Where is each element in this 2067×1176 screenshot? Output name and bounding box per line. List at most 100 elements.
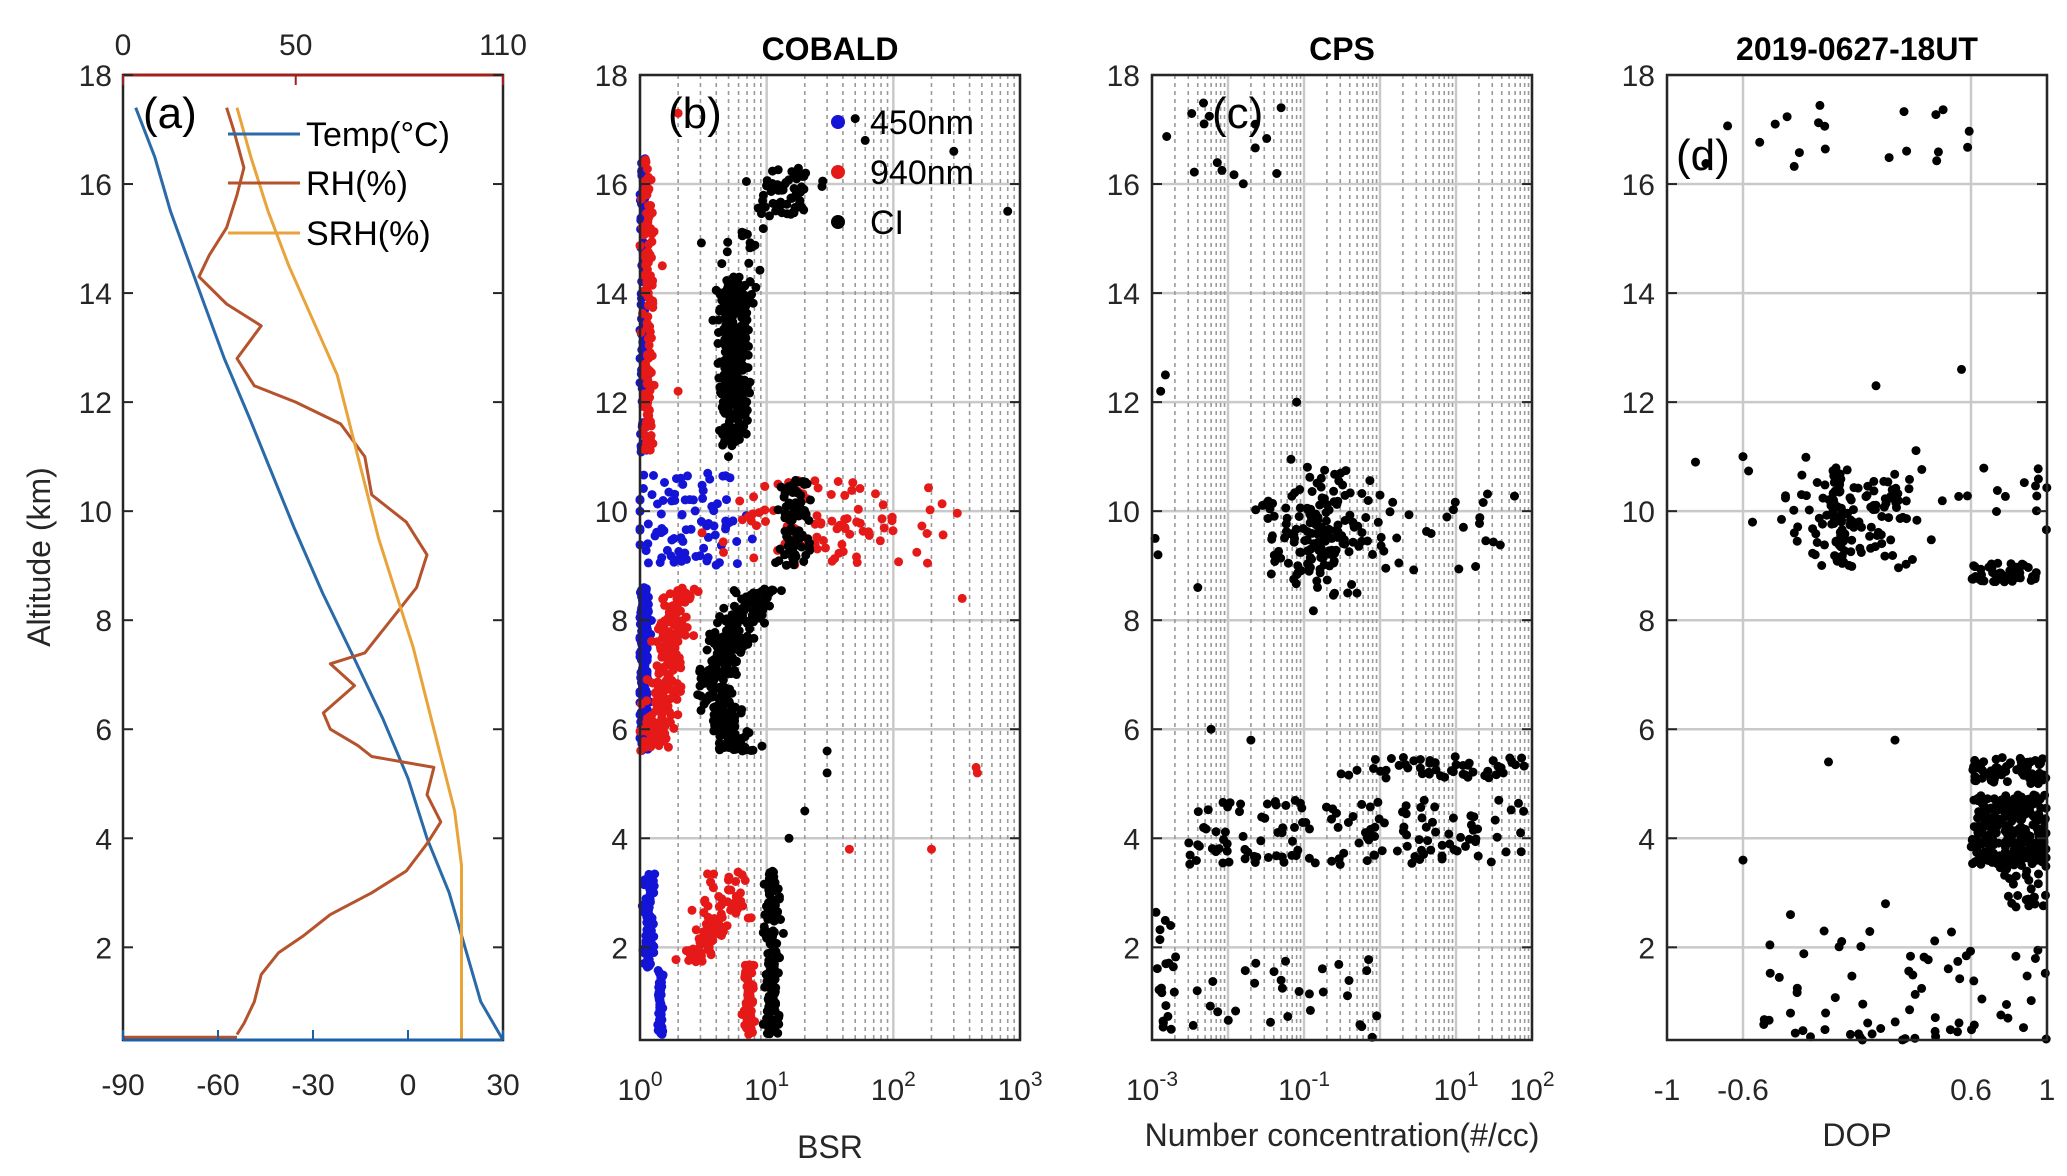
c-point — [1330, 469, 1340, 479]
d-point — [2008, 796, 2018, 806]
d-point — [2020, 832, 2030, 842]
b-point-450nm — [690, 506, 700, 516]
b-point-ci — [729, 586, 739, 595]
b-point-ci — [759, 595, 769, 605]
b-ytick-label: 16 — [595, 169, 628, 202]
d-point — [1898, 512, 1908, 522]
a-ytick-label: 2 — [95, 932, 112, 965]
b-point-ci — [724, 322, 734, 332]
d-point — [1992, 507, 2001, 516]
c-point — [1415, 755, 1425, 764]
d-point — [1789, 528, 1799, 538]
d-point — [1799, 949, 1809, 959]
b-point-940nm — [672, 607, 681, 617]
c-point — [1155, 935, 1165, 945]
b-point-ci — [783, 541, 793, 551]
c-point — [1302, 462, 1312, 472]
d-point — [2032, 491, 2042, 501]
b-point-ci — [715, 288, 725, 298]
d-point — [2033, 464, 2043, 474]
d-point — [1890, 469, 1900, 479]
b-point-450nm — [657, 553, 667, 563]
d-point — [1869, 476, 1879, 486]
c-point — [1373, 797, 1383, 807]
b-point-940nm — [663, 678, 673, 688]
d-point — [1972, 758, 1982, 768]
b-point-940nm — [687, 905, 697, 915]
d-point — [1820, 1025, 1830, 1035]
d-point — [1812, 538, 1822, 547]
b-point-450nm — [641, 589, 651, 599]
c-point — [1414, 835, 1424, 845]
b-point-ci — [767, 984, 776, 994]
d-point — [1986, 776, 1996, 785]
b-point-450nm — [643, 558, 653, 568]
b-point-ci — [784, 833, 794, 843]
b-point-940nm — [812, 511, 822, 521]
d-point — [1969, 795, 1979, 805]
b-point-940nm — [673, 710, 683, 720]
c-point — [1357, 1022, 1367, 1032]
c-point — [1192, 986, 1202, 996]
b-point-ci — [724, 452, 733, 462]
b-point-ci — [805, 538, 814, 548]
b-ytick-label: 12 — [595, 387, 628, 420]
b-xtick-label: 102 — [871, 1068, 916, 1107]
b-point-ci — [719, 380, 729, 390]
c-point — [1217, 165, 1227, 175]
b-point-450nm — [655, 1016, 664, 1026]
b-point-940nm — [668, 687, 678, 697]
d-point — [1847, 971, 1857, 981]
b-point-940nm — [924, 483, 933, 493]
b-point-ci — [765, 588, 774, 598]
c-point — [1343, 818, 1353, 827]
d-point — [1790, 1028, 1800, 1038]
d-point — [1977, 994, 1987, 1004]
d-point — [1945, 1025, 1955, 1035]
b-ytick-label: 4 — [611, 823, 628, 856]
b-point-940nm — [646, 421, 656, 431]
d-point — [1999, 577, 2009, 587]
b-point-450nm — [644, 930, 654, 940]
b-point-ci — [713, 683, 723, 693]
b-point-940nm — [653, 624, 663, 634]
c-xtick-label: 101 — [1433, 1068, 1478, 1107]
c-ytick-label: 4 — [1123, 823, 1140, 856]
b-point-940nm — [645, 445, 655, 455]
c-point — [1402, 830, 1412, 840]
b-point-450nm — [709, 521, 719, 531]
c-point — [1313, 582, 1322, 592]
d-point — [1837, 517, 1846, 527]
b-point-ci — [765, 1002, 775, 1012]
b-point-ci — [749, 617, 758, 627]
c-point — [1419, 849, 1429, 859]
d-point — [2034, 809, 2044, 819]
b-point-ci — [702, 673, 712, 683]
b-point-940nm — [813, 483, 823, 493]
c-point — [1437, 840, 1447, 850]
b-point-ci — [792, 477, 802, 487]
d-point — [1748, 517, 1757, 527]
a-ytick-label: 4 — [95, 823, 112, 856]
c-point — [1426, 845, 1436, 855]
b-point-940nm — [827, 516, 837, 526]
c-point — [1250, 143, 1260, 153]
d-point — [1890, 735, 1900, 745]
b-point-450nm — [680, 495, 690, 505]
c-point — [1168, 962, 1178, 972]
b-point-940nm — [718, 537, 728, 547]
c-point — [1375, 490, 1385, 500]
c-point — [1381, 765, 1391, 775]
c-point — [1305, 472, 1315, 482]
c-point — [1223, 1015, 1233, 1025]
b-point-ci — [774, 556, 784, 566]
b-point-ci — [799, 184, 809, 194]
d-point — [1994, 819, 2004, 829]
b-point-ci — [720, 695, 730, 705]
b-point-ci — [776, 200, 786, 210]
c-point — [1436, 771, 1445, 781]
b-point-940nm — [642, 717, 652, 727]
panel-a-legend: Temp(°C) RH(%) SRH(%) — [228, 116, 450, 253]
c-point — [1222, 846, 1232, 856]
legend-temp-label: Temp(°C) — [306, 116, 450, 154]
